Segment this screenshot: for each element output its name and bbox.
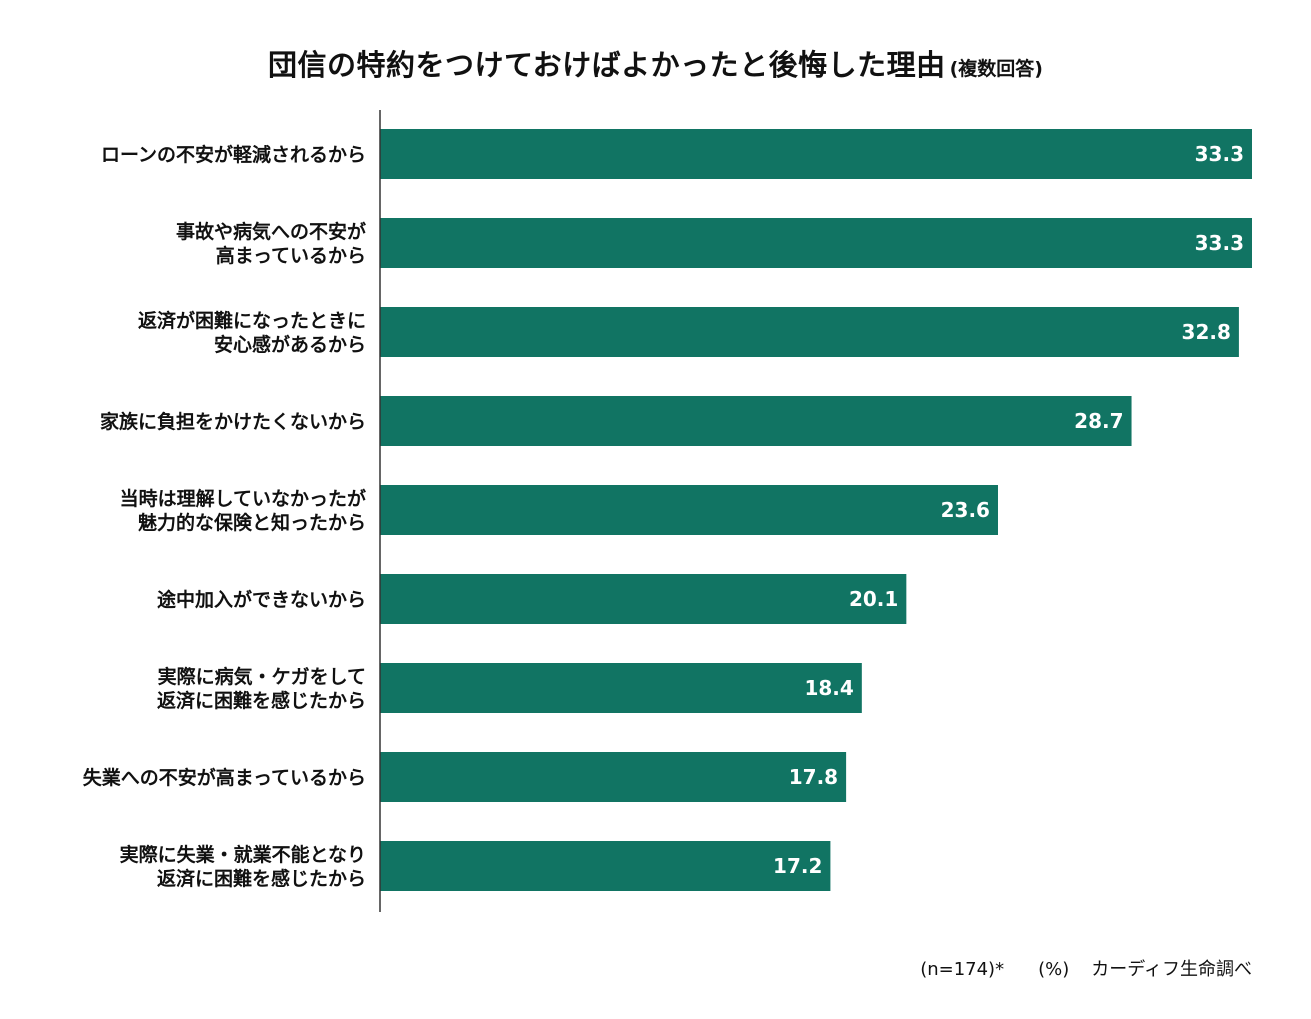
- bar: [380, 485, 998, 535]
- bar-value-label: 28.7: [1074, 409, 1123, 433]
- bar-value-label: 23.6: [941, 498, 990, 522]
- category-label: 魅力的な保険と知ったから: [138, 511, 366, 534]
- category-label: 返済に困難を感じたから: [157, 689, 366, 712]
- bar: [380, 841, 831, 891]
- category-label: 失業への不安が高まっているから: [83, 766, 366, 789]
- sample-size-note: (n=174)*: [920, 959, 1005, 980]
- category-label: ローンの不安が軽減されるから: [101, 143, 366, 166]
- bar-value-label: 18.4: [804, 676, 853, 700]
- bar-value-label: 33.3: [1195, 142, 1244, 166]
- category-label: 返済が困難になったときに: [138, 309, 366, 332]
- bar: [380, 574, 907, 624]
- category-label: 事故や病気への不安が: [176, 220, 366, 243]
- category-label: 安心感があるから: [214, 333, 366, 356]
- bar-value-label: 17.2: [773, 854, 822, 878]
- bar: [380, 307, 1239, 357]
- source-note: カーディフ生命調べ: [1091, 959, 1252, 980]
- category-label: 高まっているから: [216, 244, 366, 267]
- bar-value-label: 20.1: [849, 587, 898, 611]
- bar-value-label: 32.8: [1182, 320, 1231, 344]
- bar-value-label: 17.8: [789, 765, 838, 789]
- bar-value-label: 33.3: [1195, 231, 1244, 255]
- category-label: 家族に負担をかけたくないから: [100, 410, 366, 433]
- bar: [380, 752, 847, 802]
- bar: [380, 396, 1132, 446]
- chart-title: 団信の特約をつけておけばよかったと後悔した理由: [267, 48, 946, 82]
- bar: [380, 218, 1252, 268]
- category-label: 返済に困難を感じたから: [157, 867, 366, 890]
- chart-title-row: 団信の特約をつけておけばよかったと後悔した理由 (複数回答): [0, 42, 1311, 84]
- unit-note: (%): [1038, 959, 1070, 980]
- category-label: 実際に病気・ケガをして: [158, 665, 366, 688]
- category-label: 実際に失業・就業不能となり: [120, 843, 366, 866]
- category-label: 途中加入ができないから: [157, 588, 366, 611]
- category-label: 当時は理解していなかったが: [120, 487, 366, 510]
- bar: [380, 663, 862, 713]
- bar: [380, 129, 1252, 179]
- chart-footer: (n=174)* (%) カーディフ生命調べ: [920, 955, 1252, 981]
- chart-subtitle: (複数回答): [949, 58, 1043, 80]
